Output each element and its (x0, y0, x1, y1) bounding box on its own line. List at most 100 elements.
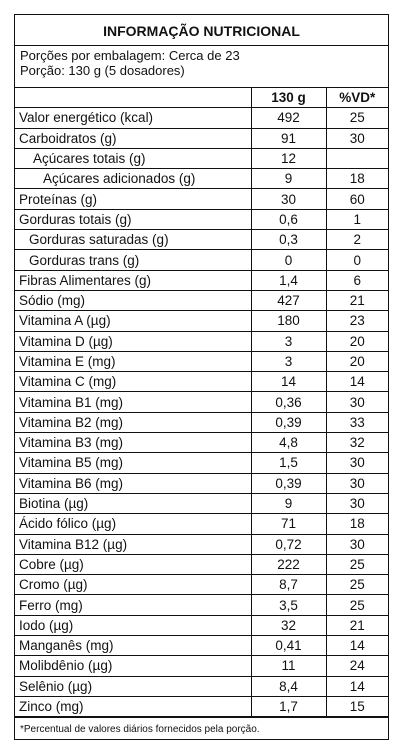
daily-value (325, 147, 388, 170)
nutrient-name: Zinco (mg) (15, 695, 252, 718)
amount: 0,36 (250, 391, 327, 413)
nutrient-row: Valor energético (kcal) 492 25 (15, 107, 388, 129)
daily-value: 25 (325, 553, 388, 576)
amount: 0 (250, 249, 327, 271)
servings: Porções por embalagem: Cerca de 23 Porçã… (15, 46, 388, 87)
amount: 30 (250, 188, 327, 210)
amount: 0,72 (250, 533, 327, 555)
nutrient-name: Sódio (mg) (15, 289, 252, 312)
nutrient-name: Cromo (µg) (15, 574, 252, 596)
amount: 0,39 (250, 472, 327, 494)
daily-value: 14 (325, 635, 388, 657)
daily-value: 21 (325, 614, 388, 637)
amount: 9 (250, 492, 327, 515)
nutrient-row: Sódio (mg) 427 21 (15, 289, 388, 312)
nutrient-name: Iodo (µg) (15, 614, 252, 637)
daily-value: 30 (325, 533, 388, 555)
nutrient-name: Açúcares totais (g) (15, 147, 252, 170)
daily-value: 30 (325, 391, 388, 413)
nutrient-row: Biotina (µg) 9 30 (15, 492, 388, 515)
nutrient-row: Açúcares totais (g) 12 (15, 147, 388, 170)
nutrition-label: INFORMAÇÃO NUTRICIONAL Porções por embal… (14, 14, 389, 740)
daily-value: 18 (325, 513, 388, 535)
nutrient-row: Vitamina B5 (mg) 1,5 30 (15, 452, 388, 474)
nutrient-name: Vitamina D (µg) (15, 330, 252, 352)
daily-value: 30 (325, 472, 388, 494)
nutrient-name: Vitamina B5 (mg) (15, 452, 252, 474)
daily-value: 14 (325, 371, 388, 393)
nutrient-name: Biotina (µg) (15, 492, 252, 515)
amount: 4,8 (250, 432, 327, 454)
daily-value: 25 (325, 107, 388, 129)
nutrient-name: Proteínas (g) (15, 188, 252, 210)
amount: 32 (250, 614, 327, 637)
nutrient-name: Ácido fólico (µg) (15, 513, 252, 535)
nutrient-row: Gorduras totais (g) 0,6 1 (15, 208, 388, 231)
amount: 0,3 (250, 229, 327, 251)
amount: 1,4 (250, 269, 327, 291)
nutrient-row: Manganês (mg) 0,41 14 (15, 635, 388, 657)
amount: 11 (250, 655, 327, 677)
daily-value: 14 (325, 675, 388, 697)
nutrient-row: Vitamina B3 (mg) 4,8 32 (15, 432, 388, 454)
amount: 492 (250, 107, 327, 129)
daily-value: 23 (325, 310, 388, 332)
nutrient-name: Vitamina B12 (µg) (15, 533, 252, 555)
servings-line: Porções por embalagem: Cerca de 23 (20, 48, 240, 63)
nutrient-row: Zinco (mg) 1,7 15 (15, 695, 388, 718)
daily-value: 30 (325, 127, 388, 149)
daily-value: 30 (325, 452, 388, 474)
amount: 0,39 (250, 411, 327, 434)
nutrient-row: Açúcares adicionados (g) 9 18 (15, 168, 388, 190)
header-cell: %VD* (325, 86, 388, 109)
nutrient-row: Carboidratos (g) 91 30 (15, 127, 388, 149)
nutrient-name: Gorduras totais (g) (15, 208, 252, 231)
amount: 8,7 (250, 574, 327, 596)
amount: 1,7 (250, 695, 327, 718)
nutrient-row: Ferro (mg) 3,5 25 (15, 594, 388, 616)
nutrient-name: Vitamina B6 (mg) (15, 472, 252, 494)
nutrient-name: Cobre (µg) (15, 553, 252, 576)
daily-value: 30 (325, 492, 388, 515)
nutrient-row: Proteínas (g) 30 60 (15, 188, 388, 210)
nutrient-row: Selênio (µg) 8,4 14 (15, 675, 388, 697)
daily-value: 6 (325, 269, 388, 291)
daily-value: 21 (325, 289, 388, 312)
nutrition-table: 130 g %VD* Valor energético (kcal) 492 25 C… (15, 86, 388, 718)
nutrient-row: Vitamina B1 (mg) 0,36 30 (15, 391, 388, 413)
daily-value: 15 (325, 695, 388, 718)
nutrient-name: Vitamina B1 (mg) (15, 391, 252, 413)
amount: 71 (250, 513, 327, 535)
nutrient-name: Gorduras trans (g) (15, 249, 252, 271)
amount: 3 (250, 330, 327, 352)
nutrient-row: Vitamina B2 (mg) 0,39 33 (15, 411, 388, 434)
nutrient-row: Molibdênio (µg) 11 24 (15, 655, 388, 677)
nutrient-name: Vitamina B3 (mg) (15, 432, 252, 454)
daily-value: 18 (325, 168, 388, 190)
nutrient-row: Iodo (µg) 32 21 (15, 614, 388, 637)
daily-value: 2 (325, 229, 388, 251)
daily-value: 24 (325, 655, 388, 677)
amount: 1,5 (250, 452, 327, 474)
amount: 8,4 (250, 675, 327, 697)
daily-value: 20 (325, 330, 388, 352)
nutrient-name: Manganês (mg) (15, 635, 252, 657)
nutrient-row: Vitamina A (µg) 180 23 (15, 310, 388, 332)
nutrient-row: Ácido fólico (µg) 71 18 (15, 513, 388, 535)
daily-value: 20 (325, 350, 388, 373)
nutrient-row: Cromo (µg) 8,7 25 (15, 574, 388, 596)
nutrient-row: Gorduras saturadas (g) 0,3 2 (15, 229, 388, 251)
nutrient-name: Molibdênio (µg) (15, 655, 252, 677)
servings-line: Porção: 130 g (5 dosadores) (20, 63, 185, 78)
amount: 3 (250, 350, 327, 373)
nutrient-row: Vitamina D (µg) 3 20 (15, 330, 388, 352)
header-row: 130 g %VD* (15, 86, 388, 109)
daily-value: 25 (325, 574, 388, 596)
nutrient-name: Vitamina A (µg) (15, 310, 252, 332)
nutrient-row: Gorduras trans (g) 0 0 (15, 249, 388, 271)
nutrient-row: Vitamina C (mg) 14 14 (15, 371, 388, 393)
nutrient-name: Selênio (µg) (15, 675, 252, 697)
nutrient-row: Vitamina B12 (µg) 0,72 30 (15, 533, 388, 555)
header-cell: 130 g (250, 86, 327, 109)
nutrient-row: Vitamina E (mg) 3 20 (15, 350, 388, 373)
